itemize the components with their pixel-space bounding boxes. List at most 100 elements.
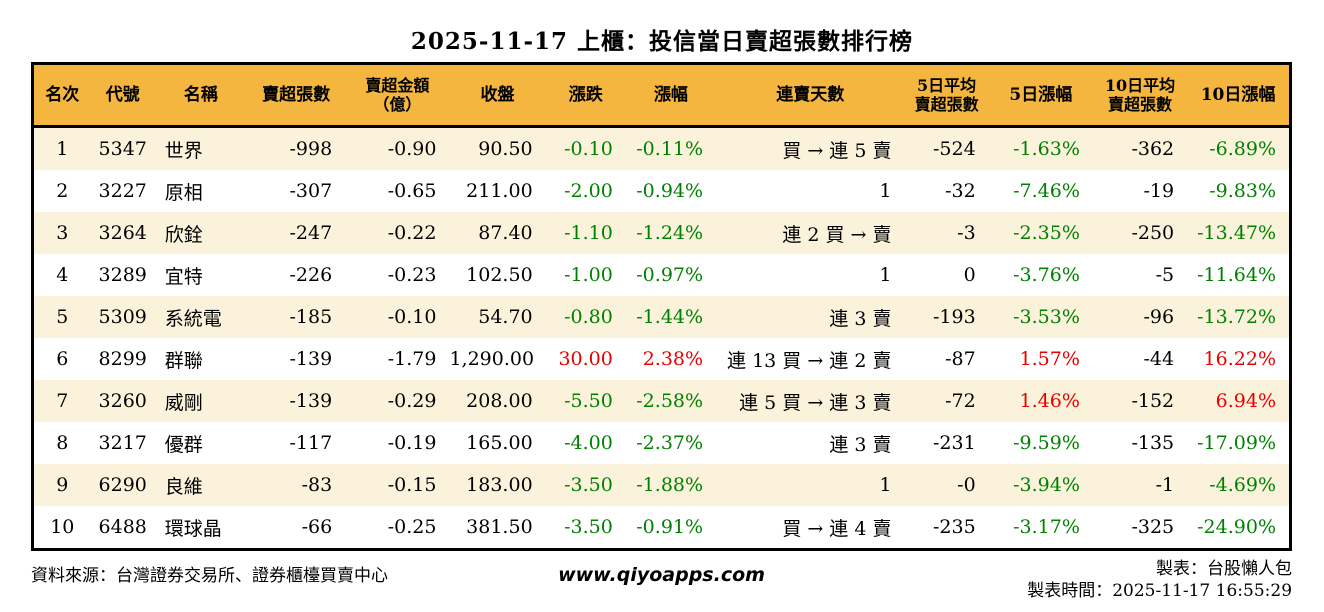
cell-change5-pct: -3.53% bbox=[1013, 306, 1080, 328]
table-row: 4 3289 宜特 -226 -0.23 102.50 -1.00 -0.97% 1 0 -3.76… bbox=[33, 254, 1291, 296]
column-header: 賣超金額 （億） bbox=[345, 63, 450, 128]
table-header: 名次 代號 名稱 賣超張數 賣超金額 （億） 收盤 漲跌 漲幅 連賣天數 5日平均 賣超張數 5日漲幅 1… bbox=[32, 63, 1291, 128]
cell-name: 威剛 bbox=[164, 391, 203, 414]
cell-change10-pct: -13.72% bbox=[1197, 306, 1276, 328]
header-row: 名次 代號 名稱 賣超張數 賣超金額 （億） 收盤 漲跌 漲幅 連賣天數 5日平均 賣超張數 5日漲幅 1… bbox=[32, 63, 1291, 128]
cell-name: 系統電 bbox=[164, 307, 222, 330]
cell-name: 宜特 bbox=[164, 265, 203, 288]
cell-streak: 1 bbox=[879, 264, 892, 286]
column-header: 名稱 bbox=[154, 63, 247, 128]
cell-name: 世界 bbox=[164, 139, 203, 162]
cell-change5-pct: 1.46% bbox=[1019, 390, 1080, 412]
cell-net-sell-volume: -307 bbox=[289, 180, 333, 202]
cell-change: -5.50 bbox=[564, 390, 613, 412]
cell-change-pct: -2.37% bbox=[636, 432, 704, 454]
cell-close: 102.50 bbox=[466, 264, 533, 286]
cell-net-sell-volume: -66 bbox=[301, 516, 333, 538]
column-header: 5日平均 賣超張數 bbox=[904, 63, 989, 128]
column-header: 10日漲幅 bbox=[1187, 63, 1291, 128]
cell-streak: 1 bbox=[879, 474, 892, 496]
cell-change: -4.00 bbox=[564, 432, 613, 454]
cell-avg5-net-sell: -32 bbox=[945, 180, 976, 202]
page-title: 2025-11-17 上櫃：投信當日賣超張數排行榜 bbox=[410, 28, 914, 55]
table-row: 6 8299 群聯 -139 -1.79 1,290.00 30.00 2.38% 連 13 買… bbox=[33, 338, 1291, 380]
cell-code: 3217 bbox=[98, 432, 147, 454]
footer: 資料來源：台灣證券交易所、證券櫃檯買賣中心 www.qiyoapps.com 製… bbox=[31, 558, 1292, 602]
cell-change: -3.50 bbox=[564, 516, 613, 538]
cell-net-sell-volume: -139 bbox=[289, 348, 333, 370]
cell-avg10-net-sell: -250 bbox=[1131, 222, 1175, 244]
cell-avg10-net-sell: -44 bbox=[1143, 348, 1175, 370]
column-header: 收盤 bbox=[449, 63, 546, 128]
cell-close: 87.40 bbox=[478, 222, 533, 244]
cell-change: 30.00 bbox=[558, 348, 613, 370]
cell-close: 54.70 bbox=[478, 306, 533, 328]
cell-streak: 連 2 買 → 賣 bbox=[782, 223, 892, 246]
cell-change10-pct: 16.22% bbox=[1203, 348, 1276, 370]
cell-rank: 1 bbox=[56, 138, 69, 160]
cell-avg5-net-sell: -0 bbox=[957, 474, 976, 496]
made-time-label: 製表時間：2025-11-17 16:55:29 bbox=[1027, 581, 1293, 601]
cell-rank: 3 bbox=[56, 222, 69, 244]
cell-net-sell-amount: -0.29 bbox=[387, 390, 437, 412]
cell-net-sell-amount: -0.90 bbox=[387, 138, 437, 160]
column-header: 名次 bbox=[32, 63, 91, 128]
cell-change-pct: -0.94% bbox=[636, 180, 704, 202]
cell-change-pct: -1.44% bbox=[636, 306, 704, 328]
table-row: 3 3264 欣銓 -247 -0.22 87.40 -1.10 -1.24% 連 2 買 → … bbox=[32, 212, 1291, 254]
cell-net-sell-amount: -1.79 bbox=[387, 348, 437, 370]
column-header: 代號 bbox=[90, 63, 155, 128]
table-row: 2 3227 原相 -307 -0.65 211.00 -2.00 -0.94% 1 -32 -7.… bbox=[33, 170, 1291, 212]
cell-change-pct: -1.24% bbox=[636, 222, 704, 244]
cell-close: 211.00 bbox=[466, 180, 533, 202]
cell-code: 5309 bbox=[98, 306, 147, 328]
cell-change: -3.50 bbox=[564, 474, 613, 496]
cell-name: 環球晶 bbox=[164, 517, 222, 540]
cell-code: 3264 bbox=[98, 222, 147, 244]
cell-rank: 5 bbox=[56, 306, 69, 328]
cell-change-pct: -1.88% bbox=[636, 474, 704, 496]
cell-streak: 1 bbox=[879, 180, 892, 202]
credits: 製表：台股懶人包 製表時間：2025-11-17 16:55:29 bbox=[765, 558, 1292, 602]
cell-avg5-net-sell: -72 bbox=[945, 390, 976, 412]
cell-change10-pct: -6.89% bbox=[1209, 138, 1276, 160]
cell-net-sell-amount: -0.25 bbox=[387, 516, 437, 538]
table-row: 10 6488 環球晶 -66 -0.25 381.50 -3.50 -0.91% 買 → 連 … bbox=[33, 506, 1291, 550]
cell-streak: 買 → 連 5 賣 bbox=[782, 139, 892, 162]
website-label: www.qiyoapps.com bbox=[558, 564, 765, 586]
cell-change5-pct: -3.76% bbox=[1013, 264, 1080, 286]
cell-net-sell-volume: -83 bbox=[301, 474, 333, 496]
cell-change10-pct: -24.90% bbox=[1197, 516, 1276, 538]
cell-net-sell-volume: -226 bbox=[289, 264, 333, 286]
column-header: 連賣天數 bbox=[716, 63, 905, 128]
cell-streak: 連 13 買 → 連 2 賣 bbox=[727, 349, 892, 372]
cell-close: 90.50 bbox=[478, 138, 533, 160]
cell-change: -1.00 bbox=[564, 264, 613, 286]
column-header: 漲跌 bbox=[545, 63, 626, 128]
cell-name: 欣銓 bbox=[164, 223, 203, 246]
data-source-note: 資料來源：台灣證券交易所、證券櫃檯買賣中心 bbox=[31, 566, 388, 586]
table-row: 5 5309 系統電 -185 -0.10 54.70 -0.80 -1.44% 連 3 賣 -1… bbox=[32, 296, 1291, 338]
cell-change-pct: -2.58% bbox=[636, 390, 704, 412]
cell-avg10-net-sell: -325 bbox=[1131, 516, 1175, 538]
column-header: 漲幅 bbox=[625, 63, 717, 128]
cell-net-sell-amount: -0.22 bbox=[387, 222, 437, 244]
cell-close: 1,290.00 bbox=[449, 348, 535, 370]
cell-avg5-net-sell: -193 bbox=[932, 306, 976, 328]
cell-name: 原相 bbox=[164, 181, 203, 204]
cell-code: 8299 bbox=[98, 348, 147, 370]
cell-change: -0.80 bbox=[564, 306, 613, 328]
column-header: 賣超張數 bbox=[246, 63, 346, 128]
cell-rank: 4 bbox=[56, 264, 69, 286]
cell-code: 5347 bbox=[98, 138, 147, 160]
cell-rank: 8 bbox=[56, 432, 69, 454]
cell-change-pct: 2.38% bbox=[642, 348, 704, 370]
cell-net-sell-amount: -0.19 bbox=[387, 432, 437, 454]
cell-change5-pct: -1.63% bbox=[1013, 138, 1080, 160]
cell-net-sell-amount: -0.10 bbox=[387, 306, 437, 328]
cell-change-pct: -0.91% bbox=[636, 516, 704, 538]
cell-change10-pct: -11.64% bbox=[1197, 264, 1276, 286]
cell-change10-pct: -17.09% bbox=[1197, 432, 1276, 454]
cell-rank: 9 bbox=[56, 474, 69, 496]
cell-avg10-net-sell: -1 bbox=[1155, 474, 1175, 496]
